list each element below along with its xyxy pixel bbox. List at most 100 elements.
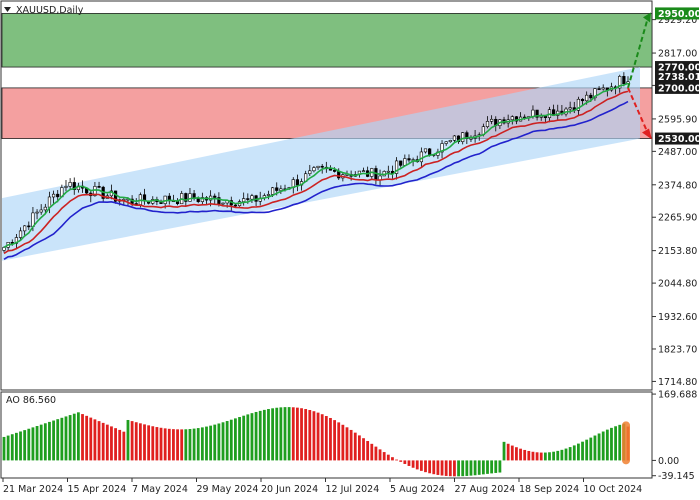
- ao-bar: [593, 435, 597, 461]
- candle-body: [163, 195, 167, 204]
- price-tick-label: 2817.00: [658, 49, 697, 60]
- candle-body: [200, 197, 204, 202]
- ao-bar: [341, 424, 345, 461]
- candle-body: [35, 211, 39, 214]
- ao-bar: [192, 428, 196, 461]
- ao-bar: [31, 427, 35, 461]
- ao-bar: [126, 419, 130, 461]
- ao-bar: [424, 460, 427, 473]
- candle-body: [543, 116, 547, 118]
- ao-bar: [188, 429, 192, 461]
- ao-bar: [43, 423, 47, 461]
- ao-bar: [68, 415, 72, 461]
- ma-green-line: [3, 82, 629, 249]
- price-tick-label: 1932.60: [658, 312, 697, 323]
- price-label-box: [655, 70, 699, 83]
- ao-tick-label: 0.00: [658, 456, 679, 467]
- ao-bar: [597, 433, 601, 461]
- ao-tick-label: -39.145: [658, 471, 695, 482]
- ao-bar: [316, 412, 320, 461]
- ao-bar: [320, 414, 324, 461]
- candle-body: [64, 186, 68, 188]
- ao-bar: [357, 435, 361, 461]
- x-tick-label: 18 Sep 2024: [519, 484, 579, 495]
- ao-bar: [486, 460, 489, 474]
- ao-bar: [337, 422, 341, 461]
- ao-bar: [122, 431, 126, 461]
- candle-body: [27, 225, 31, 228]
- ao-bar: [448, 460, 452, 477]
- candle-body: [246, 198, 250, 200]
- ao-bar: [105, 424, 109, 461]
- ma-red-line: [3, 90, 629, 255]
- ao-bar: [262, 409, 266, 461]
- ao-bar: [14, 432, 18, 461]
- candle-body: [419, 151, 423, 163]
- ao-bar: [585, 439, 589, 461]
- target-up-arrow: [627, 17, 649, 89]
- ao-bar: [163, 428, 167, 461]
- ao-bar: [312, 411, 316, 461]
- x-tick-label: 20 Jun 2024: [261, 484, 318, 495]
- candle-body: [386, 170, 390, 173]
- ao-bar: [155, 427, 159, 461]
- candle-body: [593, 88, 597, 99]
- ao-bar: [618, 424, 622, 461]
- ao-bar: [531, 451, 535, 461]
- x-tick-label: 7 May 2024: [132, 484, 188, 495]
- ao-bar: [19, 431, 22, 461]
- candle-body: [394, 160, 399, 174]
- ao-bar: [279, 407, 283, 461]
- ao-bar: [564, 448, 568, 461]
- ao-bar: [465, 460, 469, 476]
- ao-bar: [386, 454, 390, 461]
- ao-bar: [399, 460, 403, 462]
- candle-body: [407, 158, 411, 161]
- ao-bar: [130, 421, 134, 461]
- ao-bar: [296, 407, 299, 461]
- symbol-dropdown-icon[interactable]: [4, 7, 11, 12]
- ao-bar: [159, 427, 163, 461]
- candle-body: [328, 168, 333, 171]
- ao-bar: [167, 428, 171, 461]
- x-tick-label: 5 Aug 2024: [390, 484, 445, 495]
- ao-bar: [283, 407, 287, 461]
- ao-bar: [490, 460, 494, 474]
- ao-bar: [23, 430, 27, 461]
- ao-bar: [229, 419, 233, 461]
- ao-bar: [52, 420, 55, 461]
- ao-bar: [209, 425, 213, 461]
- ao-bar: [581, 441, 584, 461]
- ao-bar: [415, 460, 419, 470]
- ao-bar: [10, 434, 14, 461]
- ao-bar: [601, 431, 605, 461]
- ao-bar: [275, 407, 279, 461]
- target-down-arrowhead: [642, 128, 652, 140]
- candle-body: [440, 143, 444, 153]
- ao-bar: [97, 421, 101, 461]
- candle-body: [618, 76, 622, 89]
- ao-bar: [242, 415, 246, 461]
- ao-bar: [502, 441, 506, 461]
- ao-bar: [324, 416, 328, 461]
- target-up-arrowhead: [643, 12, 651, 23]
- candle-body: [10, 242, 14, 244]
- ao-bar: [271, 408, 275, 461]
- candle-body: [490, 118, 494, 122]
- ao-bar: [481, 460, 485, 475]
- ao-bar: [477, 460, 481, 475]
- ao-bar: [539, 452, 543, 461]
- candle-body: [2, 247, 6, 251]
- ao-bar: [494, 460, 498, 473]
- ao-bar: [81, 414, 84, 461]
- x-tick-label: 12 Jul 2024: [326, 484, 380, 495]
- candle-body: [275, 187, 279, 191]
- candle-body: [308, 170, 312, 175]
- ao-bar: [440, 460, 444, 476]
- candle-body: [56, 193, 60, 198]
- ao-bar: [568, 447, 572, 461]
- ao-bar: [469, 460, 473, 476]
- ao-bar: [605, 429, 609, 461]
- ao-bar: [345, 427, 349, 461]
- ao-bar: [225, 421, 229, 461]
